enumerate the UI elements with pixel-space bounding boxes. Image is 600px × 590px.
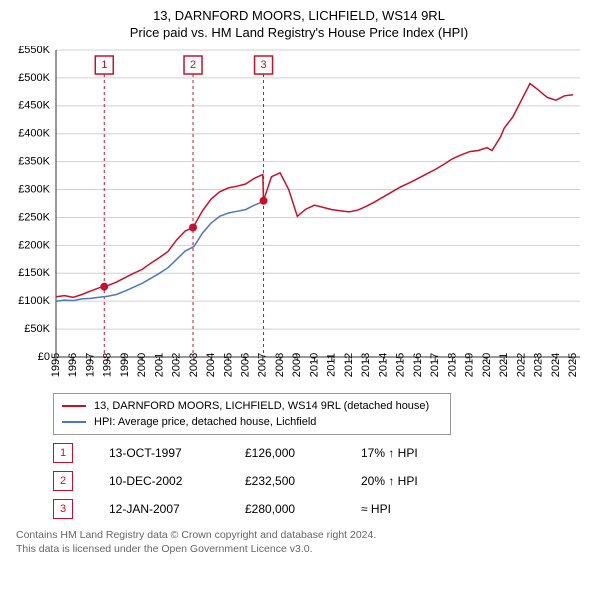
x-axis-label: 2014 <box>377 353 389 377</box>
x-axis-label: 2004 <box>205 353 217 377</box>
x-axis-label: 2018 <box>446 353 458 377</box>
y-axis-label: £100K <box>18 295 50 307</box>
x-axis-label: 2024 <box>550 353 562 377</box>
x-axis-label: 2008 <box>274 353 286 377</box>
y-axis-label: £350K <box>18 156 50 168</box>
sale-badge: 1 <box>53 443 73 463</box>
x-axis-label: 1999 <box>119 353 131 377</box>
x-axis-label: 2012 <box>343 353 355 377</box>
x-axis-label: 2019 <box>464 353 476 377</box>
legend-item: 13, DARNFORD MOORS, LICHFIELD, WS14 9RL … <box>62 398 442 414</box>
x-axis-label: 2002 <box>171 353 183 377</box>
x-axis-label: 2017 <box>429 353 441 377</box>
sale-marker-dot <box>260 197 268 205</box>
y-axis-label: £250K <box>18 211 50 223</box>
legend-swatch <box>62 421 86 423</box>
x-axis-label: 2023 <box>533 353 545 377</box>
sale-vs-hpi: 17% ↑ HPI <box>361 446 451 460</box>
x-axis-label: 1998 <box>102 353 114 377</box>
x-axis-label: 2020 <box>481 353 493 377</box>
legend-label: 13, DARNFORD MOORS, LICHFIELD, WS14 9RL … <box>94 400 429 412</box>
footnote: Contains HM Land Registry data © Crown c… <box>16 529 582 556</box>
sale-marker-number: 1 <box>101 59 107 71</box>
sale-marker-number: 3 <box>260 59 266 71</box>
sale-price: £280,000 <box>245 502 325 516</box>
sale-date: 13-OCT-1997 <box>109 446 209 460</box>
legend-swatch <box>62 405 86 407</box>
x-axis-label: 2015 <box>395 353 407 377</box>
chart-container: 13, DARNFORD MOORS, LICHFIELD, WS14 9RL … <box>0 0 600 564</box>
footnote-line-1: Contains HM Land Registry data © Crown c… <box>16 529 376 541</box>
sale-date: 12-JAN-2007 <box>109 502 209 516</box>
x-axis-label: 1997 <box>84 353 96 377</box>
legend-label: HPI: Average price, detached house, Lich… <box>94 416 316 428</box>
sale-badge: 2 <box>53 471 73 491</box>
y-axis-label: £550K <box>18 46 50 56</box>
sale-marker-dot <box>100 283 108 291</box>
footnote-line-2: This data is licensed under the Open Gov… <box>16 543 313 555</box>
x-axis-label: 2021 <box>498 353 510 377</box>
x-axis-label: 2000 <box>136 353 148 377</box>
x-axis-label: 2022 <box>515 353 527 377</box>
sale-price: £232,500 <box>245 474 325 488</box>
price-paid-line <box>56 84 573 298</box>
x-axis-label: 2003 <box>188 353 200 377</box>
y-axis-label: £400K <box>18 128 50 140</box>
x-axis-label: 2025 <box>567 353 579 377</box>
sale-marker-number: 2 <box>190 59 196 71</box>
sale-price: £126,000 <box>245 446 325 460</box>
sale-row: 3 12-JAN-2007 £280,000 ≈ HPI <box>53 499 590 519</box>
sale-date: 10-DEC-2002 <box>109 474 209 488</box>
sale-row: 1 13-OCT-1997 £126,000 17% ↑ HPI <box>53 443 590 463</box>
y-axis-label: £50K <box>24 323 50 335</box>
y-axis-label: £450K <box>18 100 50 112</box>
chart-area: £0 £50K £100K £150K £200K £250K £300K £350K £400… <box>8 46 590 391</box>
legend: 13, DARNFORD MOORS, LICHFIELD, WS14 9RL … <box>53 393 451 435</box>
sales-table: 1 13-OCT-1997 £126,000 17% ↑ HPI 2 10-DEC-200… <box>53 443 590 519</box>
y-axis-label: £300K <box>18 183 50 195</box>
x-axis-label: 2009 <box>291 353 303 377</box>
title-subtitle: Price paid vs. HM Land Registry's House … <box>8 25 590 40</box>
sale-vs-hpi: 20% ↑ HPI <box>361 474 451 488</box>
x-axis-label: 2007 <box>257 353 269 377</box>
y-axis-label: £150K <box>18 267 50 279</box>
y-axis-label: £500K <box>18 72 50 84</box>
sale-row: 2 10-DEC-2002 £232,500 20% ↑ HPI <box>53 471 590 491</box>
x-axis-label: 2005 <box>222 353 234 377</box>
title-main: 13, DARNFORD MOORS, LICHFIELD, WS14 9RL <box>8 8 590 23</box>
y-axis-label: £0 <box>38 351 50 363</box>
x-axis-label: 2016 <box>412 353 424 377</box>
hpi-line <box>56 201 264 302</box>
sale-marker-dot <box>189 224 197 232</box>
sale-vs-hpi: ≈ HPI <box>361 502 451 516</box>
titles: 13, DARNFORD MOORS, LICHFIELD, WS14 9RL … <box>8 8 590 40</box>
sale-badge: 3 <box>53 499 73 519</box>
x-axis-label: 1996 <box>67 353 79 377</box>
x-axis-label: 2006 <box>240 353 252 377</box>
x-axis-label: 2013 <box>360 353 372 377</box>
legend-item: HPI: Average price, detached house, Lich… <box>62 414 442 430</box>
x-axis-label: 2010 <box>308 353 320 377</box>
y-axis-label: £200K <box>18 239 50 251</box>
line-chart: £0 £50K £100K £150K £200K £250K £300K £350K £400… <box>8 46 588 391</box>
x-axis-label: 2001 <box>153 353 165 377</box>
